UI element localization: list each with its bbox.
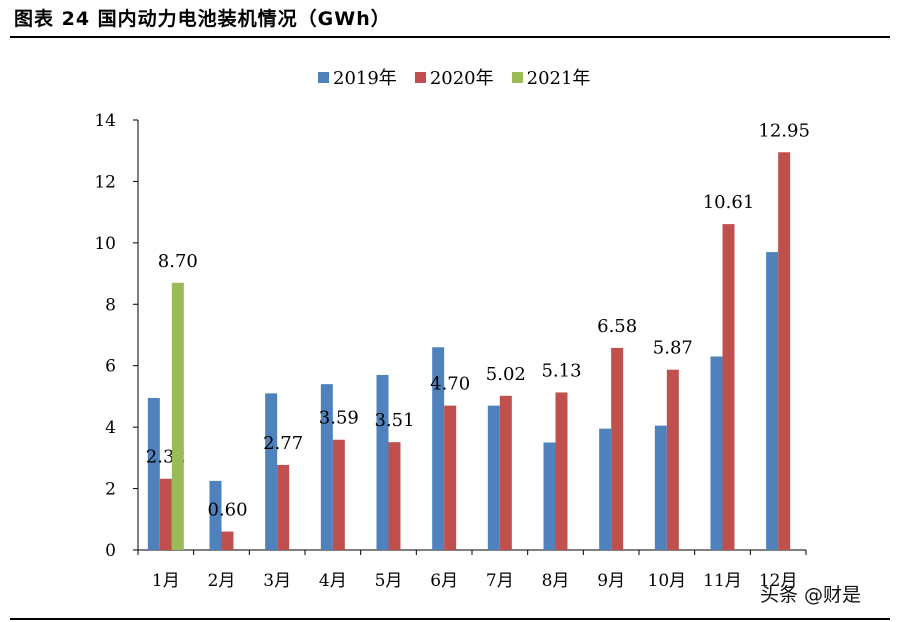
bar-2020 xyxy=(221,531,234,550)
title-divider xyxy=(10,36,890,38)
bar-2021 xyxy=(171,282,184,550)
data-label-2020: 5.87 xyxy=(653,338,693,359)
legend-label-2020: 2020年 xyxy=(429,68,494,89)
legend-swatch-2020 xyxy=(414,71,426,83)
bar-2020 xyxy=(444,405,457,550)
bar-2020 xyxy=(499,395,512,550)
y-tick-label: 4 xyxy=(105,418,116,438)
data-label-2020: 4.70 xyxy=(430,374,470,395)
watermark-text: 头条 @财是 xyxy=(760,584,862,606)
y-tick-label: 2 xyxy=(105,480,116,500)
x-tick-label: 12月 xyxy=(759,571,798,591)
data-label-2020: 3.59 xyxy=(319,408,359,429)
bar-2020 xyxy=(722,224,735,550)
bar-2019 xyxy=(710,356,723,550)
bar-2019 xyxy=(766,252,779,551)
bar-2020 xyxy=(332,439,345,550)
bar-2020 xyxy=(388,442,401,550)
bar-2020 xyxy=(159,478,172,550)
legend-item-2019: 2019年 xyxy=(318,64,397,90)
bar-2019 xyxy=(376,374,389,550)
x-tick-label: 1月 xyxy=(152,571,180,591)
data-label-2020: 6.58 xyxy=(597,316,637,337)
bar-2020 xyxy=(611,347,624,550)
y-tick-label: 12 xyxy=(94,172,116,192)
y-tick-label: 8 xyxy=(105,295,116,315)
x-tick-label: 11月 xyxy=(703,571,742,591)
bar-2019 xyxy=(265,393,278,550)
data-label-2020: 12.95 xyxy=(758,120,810,141)
x-tick-label: 2月 xyxy=(208,571,236,591)
data-label-2021: 8.70 xyxy=(158,251,198,272)
y-tick-label: 10 xyxy=(94,234,116,254)
x-tick-label: 6月 xyxy=(430,571,458,591)
legend-label-2019: 2019年 xyxy=(333,68,397,89)
bar-2019 xyxy=(147,397,160,550)
y-tick-label: 14 xyxy=(94,111,116,131)
legend-swatch-2021 xyxy=(511,71,523,83)
data-label-2020: 3.51 xyxy=(374,410,414,431)
bar-2019 xyxy=(654,425,667,550)
bar-2019 xyxy=(432,347,445,550)
bar-2020 xyxy=(555,392,568,550)
bottom-divider xyxy=(10,618,890,620)
x-tick-label: 7月 xyxy=(486,571,514,591)
x-tick-label: 8月 xyxy=(542,571,570,591)
y-tick-label: 6 xyxy=(105,357,116,377)
bar-2019 xyxy=(209,480,222,550)
bar-2019 xyxy=(320,384,333,550)
bar-2019 xyxy=(543,442,556,550)
data-label-2020: 2.77 xyxy=(263,433,303,454)
bar-2019 xyxy=(487,405,500,550)
data-label-2020: 5.13 xyxy=(541,360,581,381)
chart-legend: 2019年 2020年 2021年 xyxy=(318,64,590,90)
bar-2020 xyxy=(666,369,679,550)
page-title: 图表 24 国内动力电池装机情况（GWh） xyxy=(14,8,391,30)
legend-swatch-2019 xyxy=(318,71,329,83)
data-label-2020: 5.02 xyxy=(486,364,526,385)
bar-2019 xyxy=(599,428,612,550)
data-label-2020: 10.61 xyxy=(703,192,755,213)
x-tick-label: 5月 xyxy=(375,571,403,591)
x-tick-label: 3月 xyxy=(263,571,291,591)
data-label-2020: 0.60 xyxy=(207,500,247,521)
bar-2020 xyxy=(778,152,791,550)
legend-label-2021: 2021年 xyxy=(526,68,591,89)
legend-item-2021: 2021年 xyxy=(511,64,591,90)
bar-2020 xyxy=(277,464,290,550)
legend-item-2020: 2020年 xyxy=(414,64,494,90)
x-tick-label: 4月 xyxy=(319,571,347,591)
x-tick-label: 9月 xyxy=(597,571,625,591)
x-tick-label: 10月 xyxy=(648,571,687,591)
y-tick-label: 0 xyxy=(105,541,116,561)
